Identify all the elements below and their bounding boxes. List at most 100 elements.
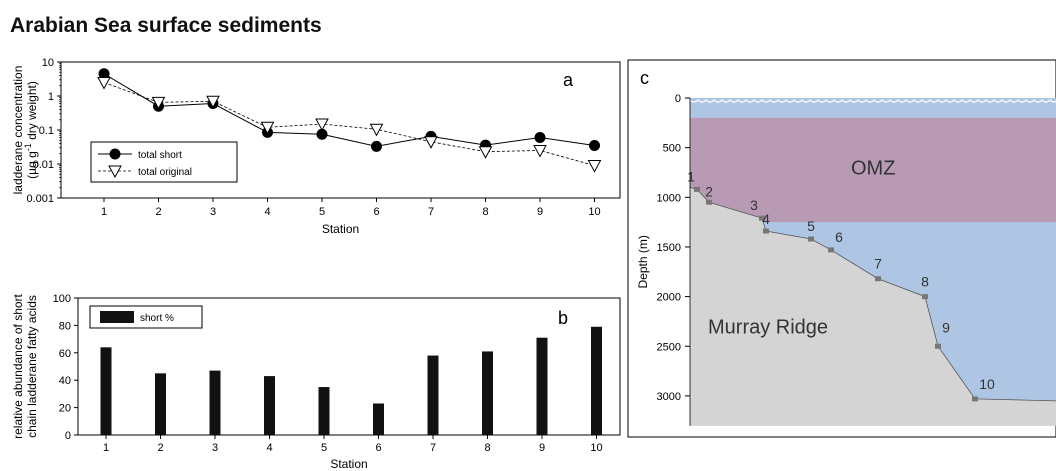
bar-station-10 xyxy=(591,326,602,435)
x-tick-label-a: 7 xyxy=(428,206,434,218)
x-tick-label-b: 9 xyxy=(539,442,545,454)
data-point-total-original xyxy=(97,76,111,90)
y-tick-label-b: 100 xyxy=(53,293,71,305)
y-tick-label-a: 1 xyxy=(48,91,54,103)
x-tick-label-b: 8 xyxy=(484,442,490,454)
y-axis-label-b-line2: chain ladderane fatty acids xyxy=(25,295,39,438)
bar-station-2 xyxy=(155,373,166,435)
legend-swatch-short xyxy=(100,311,134,323)
data-point-total-original xyxy=(424,136,438,149)
y-tick-label-a: 0.1 xyxy=(39,125,54,137)
x-tick-label-a: 4 xyxy=(264,206,270,218)
x-tick-label-b: 6 xyxy=(375,442,381,454)
x-tick-label-b: 2 xyxy=(157,442,163,454)
legend-label-total-short: total short xyxy=(138,150,182,161)
x-axis-label-a: Station xyxy=(322,222,359,236)
y-tick-label-b: 80 xyxy=(59,320,71,332)
data-point-total-original xyxy=(369,123,384,137)
station-marker-5 xyxy=(808,236,814,242)
station-label-1: 1 xyxy=(687,168,695,184)
y-axis-label-c: Depth (m) xyxy=(636,235,650,288)
bar-station-7 xyxy=(427,355,439,435)
panel-b-bar-chart: b 0 20 40 60 80 100 1 2 3 4 5 6 7 8 9 10 Station relative … xyxy=(11,293,621,471)
station-label-9: 9 xyxy=(942,319,950,335)
y-tick-label-c: 1000 xyxy=(657,192,681,204)
legend-label-short: short % xyxy=(140,313,174,324)
x-tick-label-b: 3 xyxy=(212,442,218,454)
station-label-7: 7 xyxy=(874,256,882,272)
legend-label-total-original: total original xyxy=(138,167,192,178)
x-tick-label-a: 8 xyxy=(482,206,488,218)
x-tick-label-a: 6 xyxy=(373,206,379,218)
y-tick-label-c: 3000 xyxy=(657,391,681,403)
y-tick-label-c: 2000 xyxy=(657,292,681,304)
x-tick-label-a: 1 xyxy=(101,206,107,218)
x-tick-label-a: 9 xyxy=(537,206,543,218)
station-marker-10 xyxy=(972,396,978,402)
y-tick-label-b: 40 xyxy=(59,375,71,387)
station-marker-6 xyxy=(828,247,834,253)
series-line-total-short xyxy=(103,73,595,147)
station-label-4: 4 xyxy=(762,211,770,227)
x-tick-label-a: 5 xyxy=(319,206,325,218)
data-point-total-short xyxy=(534,132,546,144)
data-point-total-short xyxy=(371,140,382,152)
y-tick-label-b: 20 xyxy=(59,403,71,415)
station-label-2: 2 xyxy=(705,183,713,199)
y-tick-label-c: 2500 xyxy=(657,341,681,353)
bar-station-4 xyxy=(264,376,275,435)
data-point-total-original xyxy=(478,146,493,159)
station-label-3: 3 xyxy=(750,197,758,213)
y-tick-label-c: 1500 xyxy=(657,242,681,254)
omz-label: OMZ xyxy=(851,158,895,180)
data-point-total-short xyxy=(589,140,600,152)
data-point-total-original xyxy=(587,160,602,173)
data-point-total-original xyxy=(260,121,275,135)
y-axis-label-a-line2: (µg g-1 dry weight) xyxy=(23,81,39,179)
data-point-total-original xyxy=(533,144,547,158)
data-point-total-original xyxy=(315,118,329,132)
x-tick-label-b: 10 xyxy=(590,442,602,454)
station-marker-4 xyxy=(763,228,769,234)
bar-station-1 xyxy=(100,347,112,435)
series-line-total-original xyxy=(103,82,595,166)
ridge-shape xyxy=(690,187,1056,426)
x-tick-label-b: 5 xyxy=(321,442,327,454)
bar-station-5 xyxy=(318,387,330,435)
panel-c-frame xyxy=(627,59,1056,438)
station-label-6: 6 xyxy=(835,229,843,245)
data-point-total-original xyxy=(151,96,166,110)
x-tick-label-b: 7 xyxy=(430,442,436,454)
murray-ridge-label: Murray Ridge xyxy=(708,316,828,338)
figure-title: Arabian Sea surface sediments xyxy=(10,14,322,37)
station-marker-7 xyxy=(875,276,881,282)
data-point-total-original xyxy=(206,95,220,109)
station-marker-2 xyxy=(706,199,712,205)
y-tick-label-b: 0 xyxy=(65,430,71,442)
x-axis-label-b: Station xyxy=(330,457,367,471)
station-label-10: 10 xyxy=(979,376,995,392)
y-tick-label-b: 60 xyxy=(59,348,71,360)
bar-station-6 xyxy=(373,403,384,435)
plot-frame-b xyxy=(77,297,621,436)
panel-label-b: b xyxy=(558,308,568,328)
bar-station-3 xyxy=(209,370,221,435)
station-label-8: 8 xyxy=(921,274,929,290)
panel-a-line-chart: a 0.001 0.01 0.1 1 10 1 2 3 4 5 6 7 8 9 10 Station ladder… xyxy=(11,57,621,236)
station-marker-8 xyxy=(922,294,928,300)
station-marker-3 xyxy=(759,215,765,221)
legend-marker-total-original xyxy=(108,165,122,179)
x-tick-label-a: 3 xyxy=(210,206,216,218)
y-tick-label-c: 0 xyxy=(675,93,681,105)
station-marker-1 xyxy=(694,186,700,192)
x-tick-label-b: 1 xyxy=(103,442,109,454)
y-axis-label-b-line1: relative abundance of short xyxy=(11,293,25,438)
data-point-total-short xyxy=(98,68,110,80)
sea-surface-wave xyxy=(689,99,1056,103)
bar-station-9 xyxy=(536,337,548,435)
x-tick-label-a: 10 xyxy=(588,206,600,218)
y-tick-label-a: 0.001 xyxy=(26,193,54,205)
x-tick-label-b: 4 xyxy=(266,442,272,454)
